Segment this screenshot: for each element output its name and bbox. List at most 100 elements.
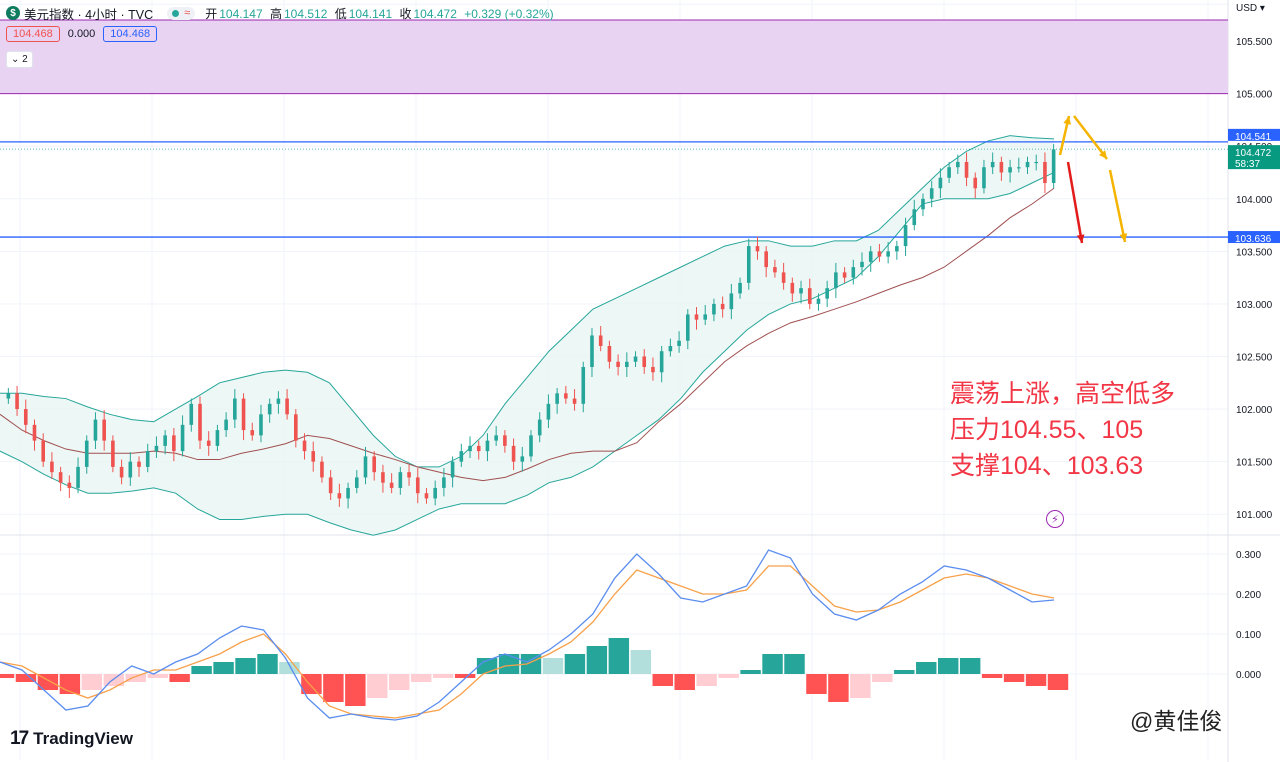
candle-body — [590, 335, 594, 368]
candle-body — [886, 251, 890, 257]
candle-body — [32, 424, 37, 441]
candle-body — [790, 282, 795, 294]
candle-body — [729, 293, 734, 310]
annotation-arrow — [1073, 115, 1108, 160]
candle-body — [712, 303, 716, 315]
tradingview-logo[interactable]: 17 TradingView — [10, 728, 133, 750]
candle-body — [938, 177, 943, 189]
macd-histogram-bar — [784, 654, 805, 674]
price-tick-label: 105.000 — [1236, 90, 1273, 101]
candle-body — [668, 345, 673, 352]
bollinger-fill — [0, 135, 1054, 536]
macd-histogram-bar — [542, 658, 564, 674]
candle-body — [328, 477, 333, 494]
status-indicator[interactable]: ≈ — [167, 6, 196, 20]
candle-body — [572, 398, 577, 404]
candle-body — [746, 246, 751, 283]
macd-histogram-bar — [586, 646, 608, 674]
candle-body — [651, 367, 655, 373]
candle-body — [102, 419, 106, 441]
candle-body — [354, 477, 359, 488]
candle-body — [607, 345, 612, 362]
candle-body — [494, 435, 498, 441]
annotation-arrowhead — [1063, 116, 1071, 125]
candle-body — [206, 440, 211, 446]
currency-menu[interactable]: USD ▾ — [1236, 3, 1265, 14]
candle-body — [241, 398, 246, 431]
candle-body — [311, 451, 316, 462]
candle-body — [842, 272, 847, 278]
macd-tick-label: 0.300 — [1236, 550, 1261, 561]
annotation-arrowhead — [1119, 233, 1128, 242]
macd-histogram-bar — [937, 658, 959, 674]
macd-histogram-bar — [147, 674, 168, 678]
price-tick-label: 103.500 — [1236, 247, 1273, 258]
level-high-tag: 104.541 — [1235, 132, 1272, 143]
macd-histogram-bar — [762, 654, 783, 674]
candle-body — [433, 487, 437, 499]
candle-body — [1008, 167, 1012, 173]
macd-histogram-bar — [806, 674, 827, 694]
macd-signal-line — [0, 565, 1055, 719]
candle-body — [58, 472, 63, 483]
currency-label: USD — [1236, 3, 1258, 14]
last-price-tag: 58:37 — [1235, 159, 1260, 170]
candle-body — [625, 361, 629, 368]
candle-body — [868, 251, 873, 262]
annotation-arrowhead — [1098, 150, 1107, 159]
candle-body — [990, 161, 995, 168]
logo-text: TradingView — [33, 729, 133, 748]
candle-body — [929, 188, 934, 199]
high-label: 高 — [269, 6, 282, 21]
symbol-title[interactable]: 美元指数 · 4小时 · TVC — [24, 7, 154, 22]
macd-histogram-bar — [389, 674, 410, 690]
candle-body — [302, 440, 307, 452]
macd-histogram-bar — [15, 674, 37, 682]
macd-histogram-bar — [191, 666, 212, 674]
candle-body — [294, 414, 298, 441]
ohlc-readout: 开 104.147 高 104.512 低 104.141 收 104.472 +0.3… — [205, 5, 557, 22]
candle-body — [764, 251, 768, 268]
macd-histogram-bar — [718, 674, 739, 678]
buy-price-button[interactable]: 104.468 — [103, 26, 158, 42]
macd-histogram-bar — [432, 674, 454, 678]
macd-histogram-bar — [345, 674, 366, 706]
candle-body — [6, 393, 11, 399]
macd-histogram-bar — [872, 674, 893, 682]
annotation-arrowhead — [1076, 234, 1085, 243]
candle-body — [137, 461, 141, 467]
lightning-icon[interactable]: ⚡ — [1046, 510, 1064, 528]
macd-histogram-bar — [498, 654, 520, 674]
open-value: 104.147 — [219, 6, 263, 21]
candle-body — [973, 177, 978, 189]
macd-histogram-bar — [169, 674, 190, 682]
chart-header: $ 美元指数 · 4小时 · TVC ≈ 开 104.147 高 104.512 低… — [6, 4, 558, 22]
bollinger-upper-line — [0, 135, 1055, 468]
candle-body — [76, 466, 80, 488]
candle-body — [15, 393, 19, 410]
macd-histogram-bar — [1025, 674, 1047, 686]
sell-price-button[interactable]: 104.468 — [6, 26, 60, 42]
level-low-tag: 103.636 — [1235, 234, 1272, 245]
indicators-toggle[interactable]: ⌄ 2 — [6, 51, 33, 68]
candle-body — [947, 167, 951, 178]
candle-body — [346, 487, 350, 499]
low-label: 低 — [334, 6, 347, 21]
candle-body — [320, 461, 324, 478]
macd-histogram-bar — [564, 654, 586, 674]
macd-histogram-bar — [652, 674, 673, 686]
data-wave-icon: ≈ — [184, 6, 191, 19]
candle-body — [720, 303, 725, 310]
macd-histogram-bar — [235, 658, 256, 674]
macd-histogram-bar — [630, 650, 652, 674]
high-value: 104.512 — [283, 6, 328, 21]
macd-histogram-bar — [608, 638, 630, 674]
level-high-tag-bg — [1228, 128, 1280, 141]
resistance-zone — [0, 20, 1228, 94]
change-value: +0.329 (+0.32%) — [464, 6, 554, 21]
candle-body — [799, 288, 803, 294]
macd-histogram-bar — [981, 674, 1003, 678]
candle-body — [807, 288, 812, 304]
price-tick-label: 101.500 — [1236, 458, 1273, 469]
